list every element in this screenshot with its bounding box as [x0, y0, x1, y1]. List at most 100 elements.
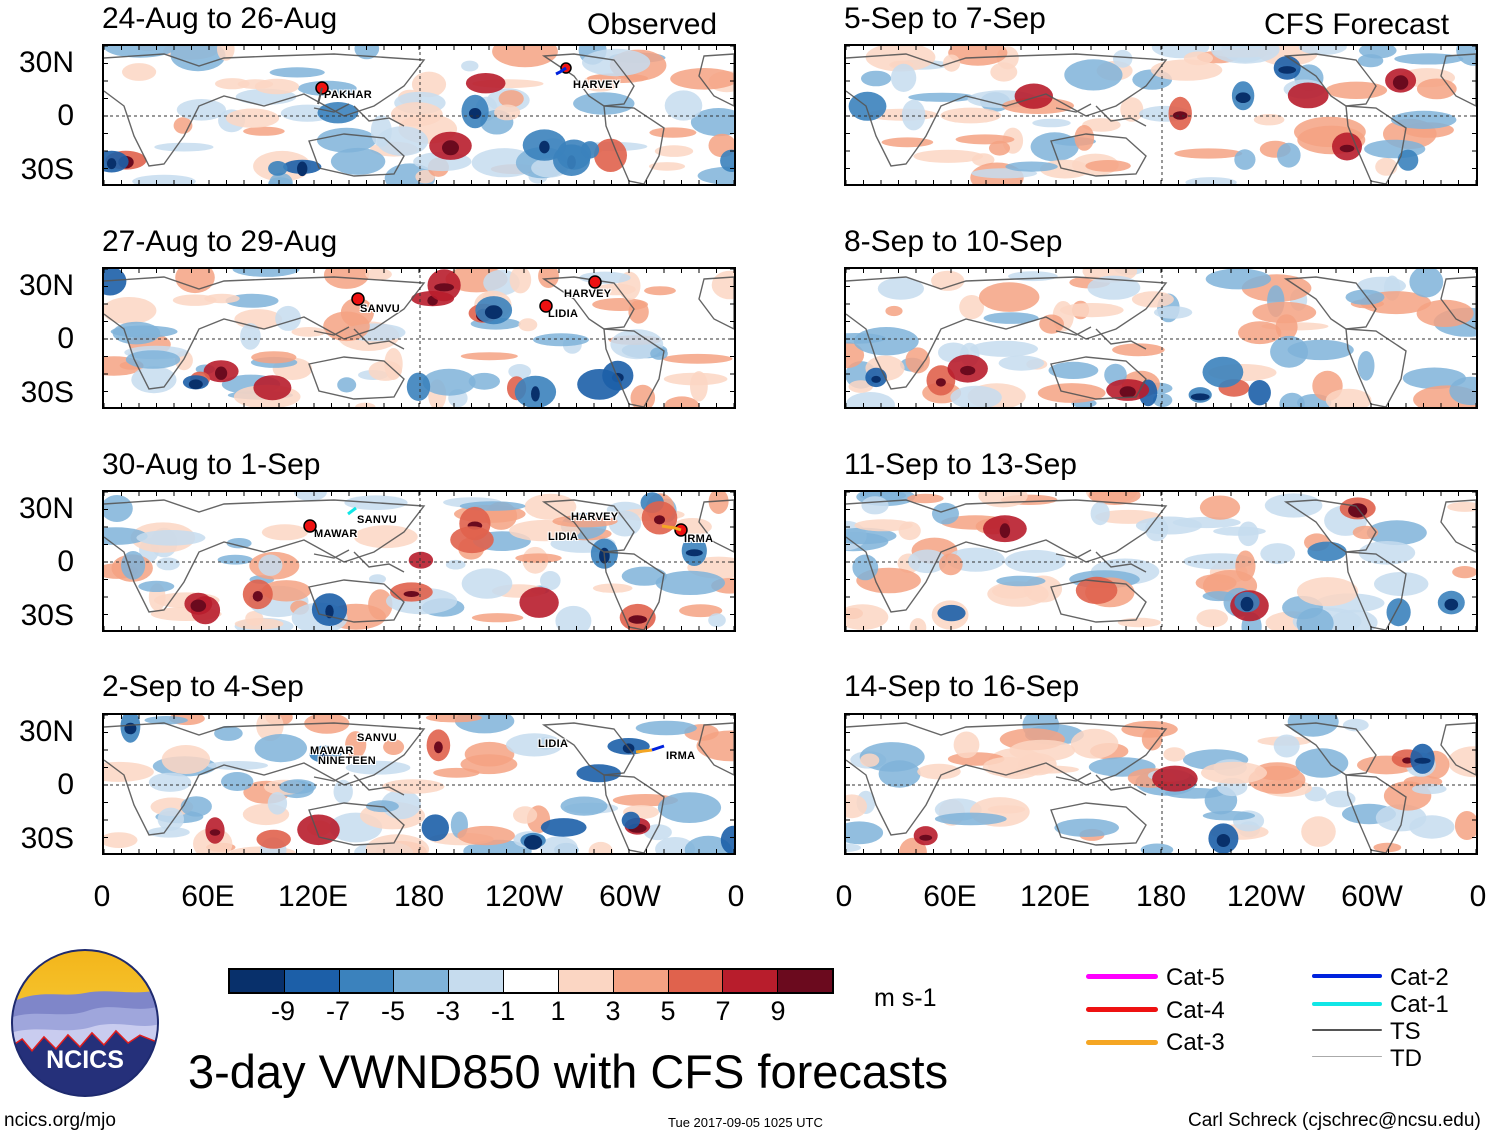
colorbar-label: 7	[715, 996, 731, 1026]
colorbar-swatch	[778, 970, 832, 992]
x-label: 180	[1135, 880, 1187, 913]
y-label-0: 0	[57, 322, 74, 355]
colorbar-label: -7	[325, 996, 351, 1026]
vwnd-field	[846, 269, 1476, 407]
colorbar-swatch	[339, 970, 395, 992]
legend-line-cat1	[1312, 1002, 1382, 1006]
x-label: 120W	[1226, 880, 1306, 913]
legend-label-ts: TS	[1390, 1018, 1421, 1045]
map-panel-observed-2	[102, 267, 736, 409]
storm-label-lidia: LIDIA	[538, 738, 569, 750]
map-panel-observed-3	[102, 490, 736, 632]
vwnd-field	[104, 269, 734, 407]
panel-title: 27-Aug to 29-Aug	[102, 225, 338, 258]
storm-marker-pakhar	[315, 81, 329, 105]
vwnd-field	[846, 492, 1476, 630]
storm-label-lidia: LIDIA	[548, 531, 579, 543]
storm-label-sanvu: SANVU	[357, 514, 398, 526]
panel-title: 5-Sep to 7-Sep	[844, 2, 1046, 35]
x-label: 120W	[484, 880, 564, 913]
ncics-logo-graphic: NCICS	[11, 949, 159, 1097]
panel-title: 24-Aug to 26-Aug	[102, 2, 338, 35]
y-label-0: 0	[57, 545, 74, 578]
legend-label-cat3: Cat-3	[1166, 1029, 1225, 1056]
y-label-30n: 30N	[18, 715, 74, 748]
x-label: 0	[727, 880, 745, 913]
y-label-30n: 30N	[18, 46, 74, 79]
legend-label-cat2: Cat-2	[1390, 964, 1449, 991]
x-label: 60W	[1341, 880, 1403, 913]
x-label: 0	[1469, 880, 1487, 913]
colorbar-swatch	[723, 970, 779, 992]
legend-label-td: TD	[1390, 1045, 1422, 1072]
storm-label-harvey: HARVEY	[571, 511, 619, 523]
colorbar-swatch	[504, 970, 559, 992]
panel-title: 11-Sep to 13-Sep	[844, 448, 1077, 481]
x-label: 120E	[1019, 880, 1091, 913]
storm-label-lidia: LIDIA	[548, 308, 579, 320]
panel-title: 8-Sep to 10-Sep	[844, 225, 1063, 258]
colorbar-swatch	[284, 970, 340, 992]
ncics-logo[interactable]: NCICS	[10, 948, 160, 1098]
storm-label-mawar: MAWAR	[314, 528, 358, 540]
y-label-0: 0	[57, 99, 74, 132]
storm-marker-harvey	[588, 275, 602, 289]
legend-line-cat5	[1086, 974, 1158, 979]
x-label: 0	[835, 880, 853, 913]
legend-label-cat5: Cat-5	[1166, 964, 1225, 991]
storm-marker-sanvu	[351, 292, 365, 306]
x-label: 180	[393, 880, 445, 913]
colorbar-swatch	[230, 970, 285, 992]
footer-timestamp: Tue 2017-09-05 1025 UTC	[668, 1115, 823, 1130]
storm-marker-irma	[635, 744, 665, 754]
panel-title: 30-Aug to 1-Sep	[102, 448, 321, 481]
storm-label-harvey: HARVEY	[573, 79, 621, 91]
legend-line-cat4	[1086, 1007, 1158, 1012]
legend-label-cat1: Cat-1	[1390, 991, 1449, 1018]
storm-marker-irma	[661, 523, 688, 537]
vwnd-field	[104, 46, 734, 184]
colorbar	[228, 968, 834, 994]
observed-label: Observed	[587, 8, 718, 41]
map-panel-forecast-2	[844, 267, 1478, 409]
panel-title: 14-Sep to 16-Sep	[844, 670, 1080, 703]
colorbar-label: 9	[770, 996, 786, 1026]
logo-text: NCICS	[46, 1046, 124, 1074]
x-label: 60E	[923, 880, 977, 913]
y-label-30s: 30S	[20, 599, 74, 632]
storm-marker-lidia	[539, 299, 553, 313]
colorbar-label: -3	[435, 996, 461, 1026]
x-label: 120E	[277, 880, 349, 913]
y-label-0: 0	[57, 768, 74, 801]
colorbar-label: 3	[605, 996, 621, 1026]
vwnd-field	[104, 492, 734, 630]
storm-marker-harvey	[555, 62, 572, 76]
y-label-30n: 30N	[18, 269, 74, 302]
storm-label-sanvu: SANVU	[360, 303, 401, 315]
colorbar-label: 1	[550, 996, 566, 1026]
map-panel-forecast-1	[844, 44, 1478, 186]
storm-label-pakhar: PAKHAR	[324, 89, 373, 101]
vwnd-field	[846, 46, 1476, 184]
colorbar-swatch	[668, 970, 724, 992]
legend-line-cat3	[1086, 1040, 1158, 1045]
footer-url[interactable]: ncics.org/mjo	[4, 1110, 116, 1131]
y-label-30s: 30S	[20, 822, 74, 855]
storm-marker-mawar	[303, 519, 317, 533]
legend-line-td	[1312, 1056, 1382, 1057]
legend-label-cat4: Cat-4	[1166, 997, 1225, 1024]
storm-marker-sanvu	[347, 506, 357, 516]
vwnd-field	[104, 715, 734, 853]
storm-label-sanvu: SANVU	[357, 732, 398, 744]
colorbar-label: -5	[380, 996, 406, 1026]
storm-label-nineteen: NINETEEN	[318, 755, 377, 767]
colorbar-units: m s-1	[874, 984, 937, 1012]
forecast-label: CFS Forecast	[1264, 8, 1450, 41]
y-label-30s: 30S	[20, 153, 74, 186]
x-label: 60E	[181, 880, 235, 913]
map-panel-observed-4	[102, 713, 736, 855]
storm-label-irma: IRMA	[684, 533, 714, 545]
x-label: 0	[93, 880, 111, 913]
storm-label-irma: IRMA	[666, 750, 696, 762]
